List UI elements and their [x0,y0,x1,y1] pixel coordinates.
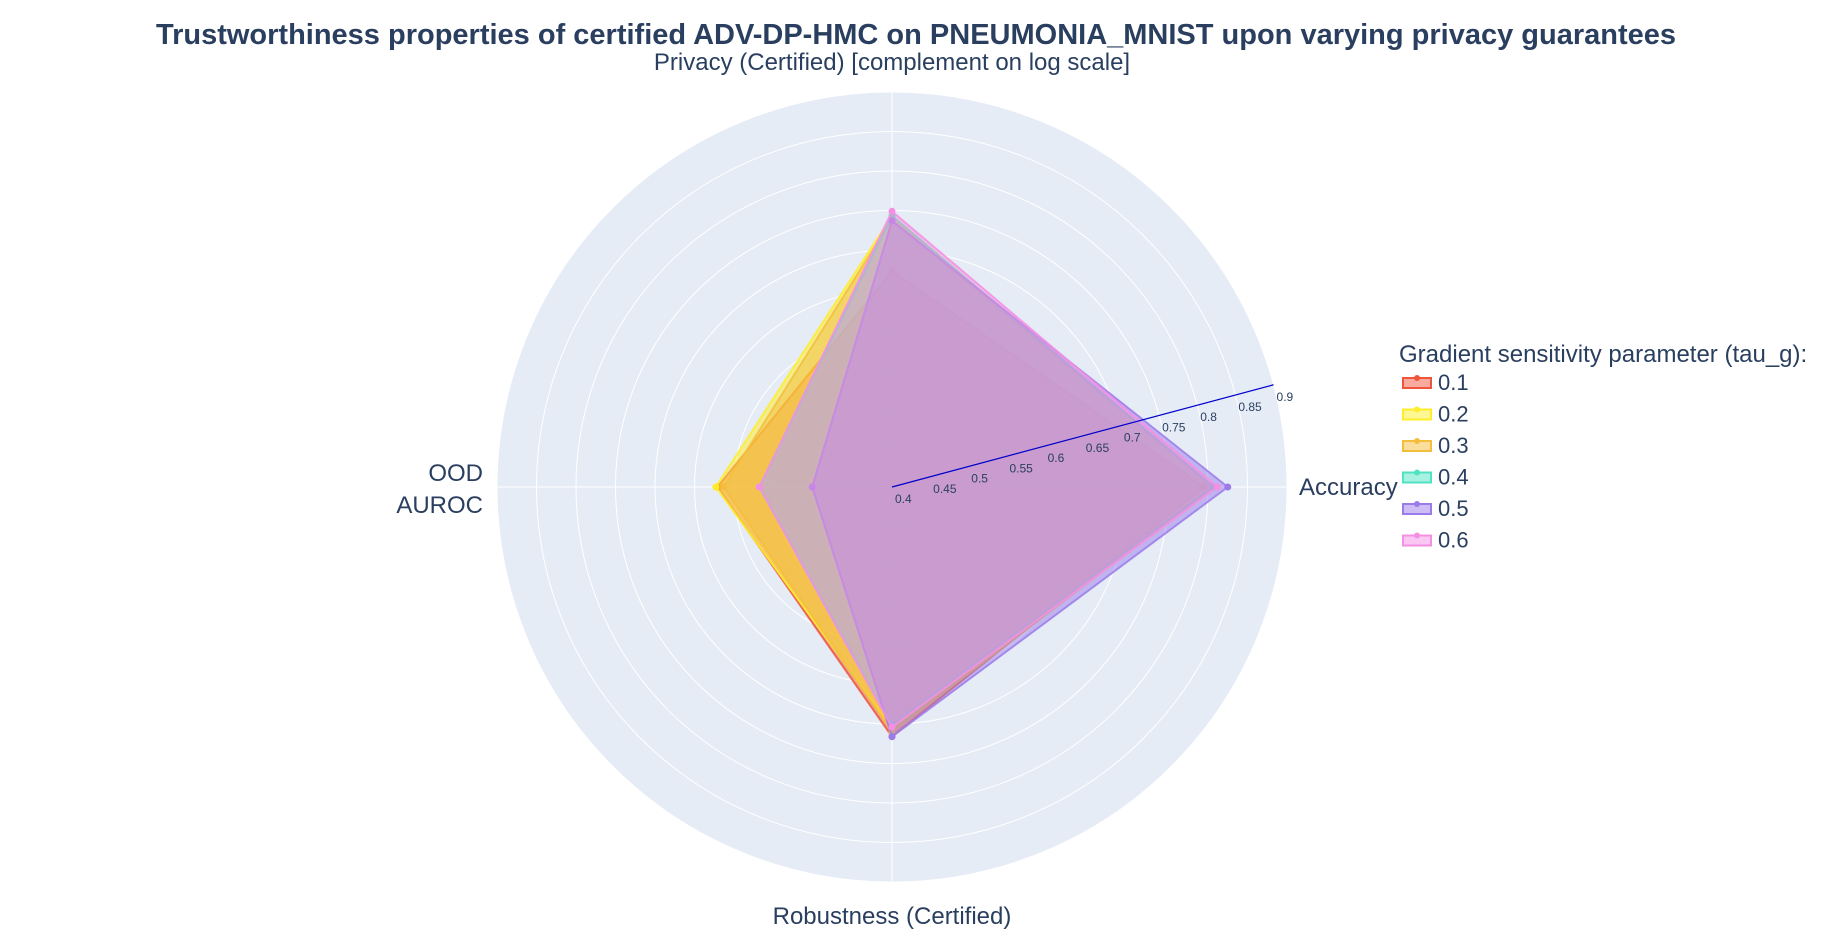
legend-marker [1414,533,1420,539]
legend-item-0.4: 0.4 [1403,465,1469,490]
data-point-0.6-privacy [889,208,896,215]
radial-tick-label: 0.45 [933,482,957,496]
legend-label: 0.2 [1438,402,1469,427]
radial-tick-label: 0.65 [1086,441,1110,455]
axis-label-ood: OOD AUROC [396,460,483,519]
legend-marker [1414,470,1420,476]
legend-item-0.5: 0.5 [1403,496,1469,521]
radial-tick-label: 0.5 [971,472,988,486]
legend-label: 0.3 [1438,433,1469,458]
axis-label-privacy: Privacy (Certified) [complement on log s… [654,49,1130,76]
radial-tick-label: 0.55 [1009,461,1033,475]
legend-marker [1414,438,1420,444]
radial-tick-label: 0.75 [1162,420,1186,434]
legend-items: 0.1 0.2 0.3 0.4 0.5 0.6 [1403,370,1469,553]
legend-marker [1414,375,1420,381]
legend-item-0.2: 0.2 [1403,402,1469,427]
data-point-0.3-ood [720,484,727,491]
legend-item-0.3: 0.3 [1403,433,1469,458]
data-point-0.6-ood [756,484,763,491]
radial-tick-label: 0.8 [1200,410,1217,424]
legend-marker [1414,501,1420,507]
legend-item-0.1: 0.1 [1403,370,1469,395]
radial-tick-label: 0.4 [895,492,912,506]
data-point-0.6-accuracy [1214,484,1221,491]
chart-title: Trustworthiness properties of certified … [156,19,1676,51]
legend-marker [1414,407,1420,413]
legend: Gradient sensitivity parameter (tau_g): … [1399,341,1807,553]
legend-label: 0.6 [1438,528,1469,553]
radial-tick-label: 0.7 [1124,431,1141,445]
legend-label: 0.1 [1438,370,1469,395]
data-point-0.5-robustness [889,733,896,740]
data-point-0.5-accuracy [1224,484,1231,491]
radial-tick-label: 0.9 [1277,390,1294,404]
axis-label-robustness: Robustness (Certified) [773,903,1012,930]
legend-label: 0.4 [1438,465,1469,490]
axis-label-accuracy: Accuracy [1299,474,1398,501]
legend-item-0.6: 0.6 [1403,528,1469,553]
legend-title: Gradient sensitivity parameter (tau_g): [1399,341,1807,368]
data-point-0.2-ood [712,484,719,491]
radial-tick-label: 0.6 [1048,451,1065,465]
data-point-0.6-robustness [889,724,896,731]
legend-label: 0.5 [1438,496,1469,521]
radial-tick-label: 0.85 [1238,400,1262,414]
